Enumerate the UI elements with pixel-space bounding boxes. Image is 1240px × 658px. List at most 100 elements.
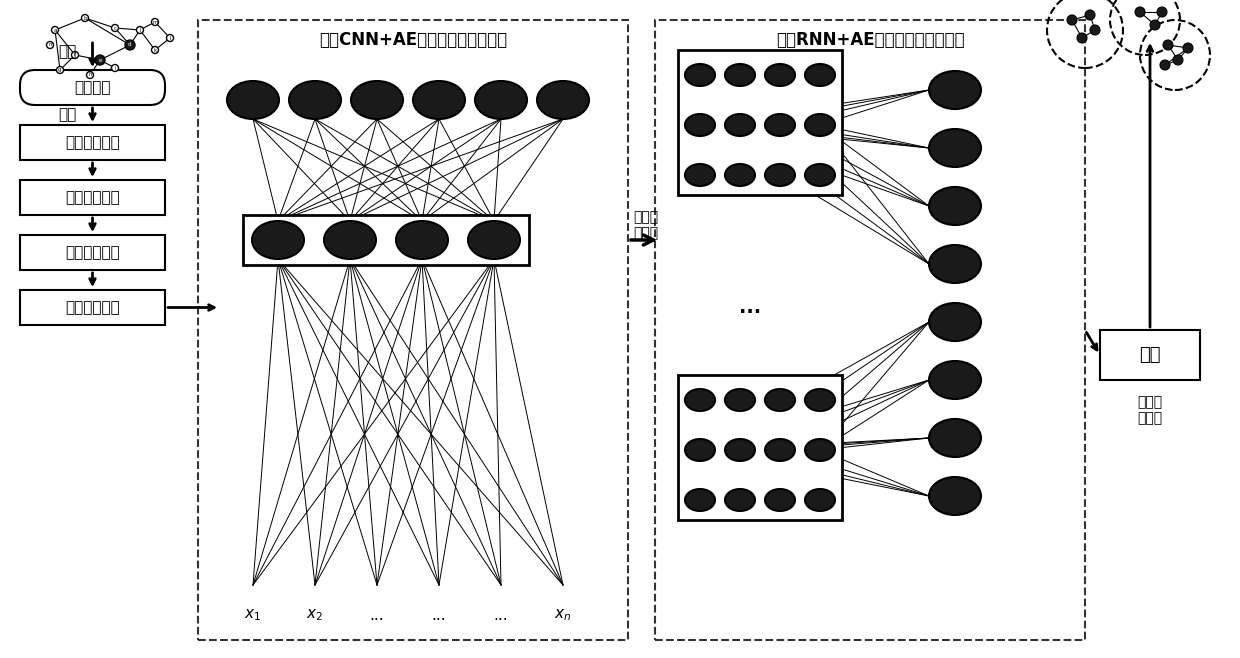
Circle shape <box>1090 25 1100 35</box>
Ellipse shape <box>805 64 835 86</box>
Bar <box>678 50 842 195</box>
Circle shape <box>72 51 78 59</box>
Text: l: l <box>169 36 171 41</box>
Text: 转换: 转换 <box>58 45 77 59</box>
Ellipse shape <box>537 81 589 119</box>
Ellipse shape <box>765 489 795 511</box>
Circle shape <box>1066 15 1078 25</box>
Circle shape <box>82 14 88 22</box>
Text: k: k <box>154 47 156 53</box>
Ellipse shape <box>765 389 795 411</box>
Ellipse shape <box>929 303 981 341</box>
Circle shape <box>47 41 53 49</box>
Text: e: e <box>98 57 102 63</box>
Ellipse shape <box>929 129 981 167</box>
Bar <box>20 180 165 215</box>
Text: $x_n$: $x_n$ <box>554 607 572 623</box>
Ellipse shape <box>725 64 755 86</box>
Ellipse shape <box>765 164 795 186</box>
Text: ...: ... <box>370 607 384 622</box>
Ellipse shape <box>929 361 981 399</box>
Ellipse shape <box>351 81 403 119</box>
Circle shape <box>1183 43 1193 53</box>
Ellipse shape <box>475 81 527 119</box>
Ellipse shape <box>929 477 981 515</box>
Text: $x_2$: $x_2$ <box>306 607 324 623</box>
Text: 领袖节点选取: 领袖节点选取 <box>66 135 120 150</box>
Bar <box>20 235 165 270</box>
Circle shape <box>1078 33 1087 43</box>
Ellipse shape <box>765 64 795 86</box>
Ellipse shape <box>396 221 448 259</box>
Text: f: f <box>74 53 76 57</box>
Circle shape <box>1085 10 1095 20</box>
Bar <box>20 125 165 160</box>
Ellipse shape <box>929 187 981 225</box>
Ellipse shape <box>289 81 341 119</box>
Circle shape <box>166 34 174 41</box>
Circle shape <box>1159 60 1171 70</box>
Ellipse shape <box>765 439 795 461</box>
Ellipse shape <box>725 164 755 186</box>
Ellipse shape <box>929 71 981 109</box>
Text: b: b <box>83 16 87 20</box>
Circle shape <box>1163 40 1173 50</box>
Bar <box>655 20 1085 640</box>
Circle shape <box>95 55 105 65</box>
Text: 基于CNN+AE的空间特征提取模型: 基于CNN+AE的空间特征提取模型 <box>319 31 507 49</box>
Circle shape <box>52 26 58 34</box>
Ellipse shape <box>765 114 795 136</box>
Circle shape <box>1135 7 1145 17</box>
Text: 聚类: 聚类 <box>1140 346 1161 364</box>
Text: ...: ... <box>739 298 761 317</box>
Ellipse shape <box>684 489 715 511</box>
Text: 邻近节点选取: 邻近节点选取 <box>66 190 120 205</box>
Circle shape <box>87 72 93 78</box>
Text: m: m <box>153 20 157 24</box>
Ellipse shape <box>684 164 715 186</box>
Text: 空间邻近矩阵: 空间邻近矩阵 <box>66 300 120 315</box>
Text: a: a <box>53 28 57 32</box>
Circle shape <box>57 66 63 74</box>
Ellipse shape <box>684 439 715 461</box>
Text: 邻接矩阵: 邻接矩阵 <box>74 80 110 95</box>
Ellipse shape <box>805 114 835 136</box>
Ellipse shape <box>805 439 835 461</box>
Text: ...: ... <box>432 607 446 622</box>
Circle shape <box>136 26 144 34</box>
Text: $x_1$: $x_1$ <box>244 607 262 623</box>
Bar <box>678 375 842 520</box>
Bar <box>20 290 165 325</box>
Ellipse shape <box>929 245 981 283</box>
Ellipse shape <box>324 221 376 259</box>
Bar <box>243 215 529 265</box>
Text: c: c <box>114 26 117 30</box>
Text: 空间特
征向量: 空间特 征向量 <box>632 210 658 240</box>
Text: n: n <box>48 43 52 47</box>
Ellipse shape <box>227 81 279 119</box>
Text: ...: ... <box>494 607 508 622</box>
Text: 重构: 重构 <box>58 107 77 122</box>
Circle shape <box>151 18 159 26</box>
Circle shape <box>1149 20 1159 30</box>
Circle shape <box>1173 55 1183 65</box>
Ellipse shape <box>725 114 755 136</box>
Ellipse shape <box>252 221 304 259</box>
Circle shape <box>112 64 119 72</box>
Ellipse shape <box>805 489 835 511</box>
Ellipse shape <box>413 81 465 119</box>
Text: 时空特
征向量: 时空特 征向量 <box>1137 395 1163 425</box>
Ellipse shape <box>805 389 835 411</box>
Ellipse shape <box>684 389 715 411</box>
Ellipse shape <box>725 389 755 411</box>
Ellipse shape <box>725 489 755 511</box>
Ellipse shape <box>684 64 715 86</box>
FancyBboxPatch shape <box>20 70 165 105</box>
Text: 变换节点行列: 变换节点行列 <box>66 245 120 260</box>
Ellipse shape <box>805 164 835 186</box>
Text: g: g <box>58 68 62 72</box>
Text: 基于RNN+AE的时间特征提取模型: 基于RNN+AE的时间特征提取模型 <box>776 31 965 49</box>
Ellipse shape <box>684 114 715 136</box>
Ellipse shape <box>725 439 755 461</box>
Text: i: i <box>114 66 115 70</box>
